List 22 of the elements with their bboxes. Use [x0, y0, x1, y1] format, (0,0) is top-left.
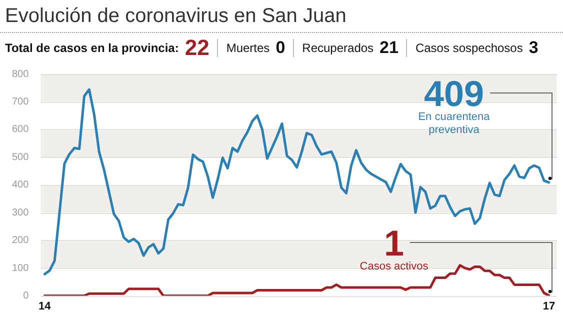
x-tick-label: 14: [38, 300, 52, 312]
text: Casos sospechosos: [415, 41, 523, 55]
text: 3: [528, 38, 538, 58]
y-tick-label: 700: [12, 96, 30, 108]
y-tick-label: 400: [12, 180, 30, 191]
text: 0: [276, 38, 286, 58]
text: Muertes: [226, 41, 270, 55]
chart-title: Evolución de coronavirus en San Juan: [5, 5, 346, 28]
y-tick-label: 200: [12, 235, 30, 246]
text: Total de casos en la provincia:: [5, 41, 179, 55]
text: 22: [184, 35, 210, 61]
y-tick-label: 500: [12, 152, 30, 163]
text: En cuarentena preventiva: [418, 111, 491, 136]
y-tick-label: 300: [12, 207, 30, 218]
y-tick-label: 600: [12, 124, 30, 136]
y-tick-label: 800: [12, 68, 30, 80]
y-tick-label: 100: [12, 262, 30, 274]
data-label: 409: [424, 73, 484, 114]
y-tick-label: 0: [23, 290, 30, 302]
text: Recuperados: [302, 41, 374, 55]
text: 21: [380, 38, 398, 58]
x-tick-label: 17: [542, 300, 556, 312]
